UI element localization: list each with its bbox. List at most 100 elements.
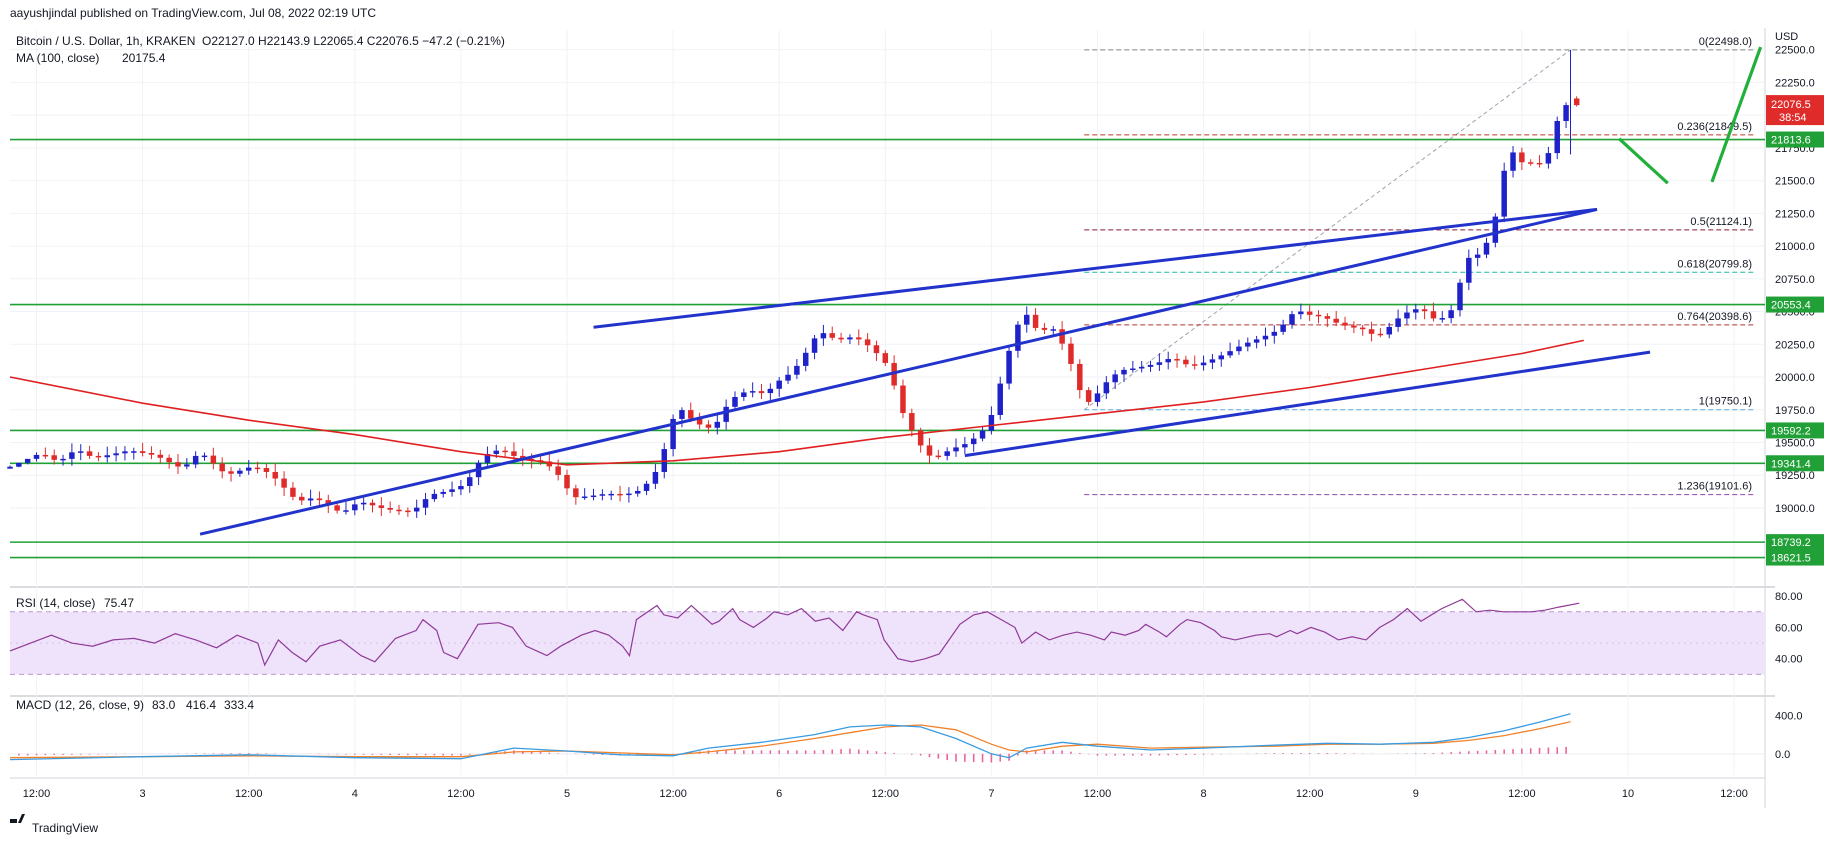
- candle: [219, 457, 225, 479]
- candle-body: [325, 500, 332, 506]
- candle-body: [493, 450, 500, 454]
- candle: [776, 376, 782, 397]
- candle: [148, 446, 155, 460]
- candle-body: [272, 471, 278, 479]
- candle: [970, 433, 977, 452]
- candle-body: [988, 415, 995, 431]
- candle-body: [378, 505, 385, 508]
- candle-body: [1501, 170, 1507, 217]
- candle-body: [148, 452, 155, 455]
- candle: [723, 399, 729, 430]
- candle-body: [1492, 216, 1499, 243]
- candle: [184, 458, 190, 470]
- price-tag-label: 21813.6: [1771, 135, 1811, 147]
- candle-body: [1289, 314, 1295, 325]
- candle: [1094, 385, 1101, 407]
- candle: [520, 448, 526, 467]
- price-tick-label: 19500.0: [1775, 438, 1815, 450]
- candle: [1183, 355, 1189, 368]
- candle: [935, 449, 942, 460]
- candle-body: [1351, 325, 1357, 328]
- candle: [51, 449, 57, 465]
- candle: [1015, 321, 1021, 358]
- time-tick-label: 7: [988, 788, 994, 800]
- candle-body: [1183, 359, 1189, 365]
- candle-body: [166, 457, 172, 463]
- candle-body: [1165, 359, 1171, 363]
- candle-body: [1271, 331, 1278, 336]
- candle-body: [1262, 335, 1269, 340]
- candle-body: [900, 385, 906, 414]
- candle-body: [794, 365, 800, 375]
- candle: [192, 451, 199, 469]
- candle: [1165, 351, 1171, 370]
- candle-body: [1333, 318, 1339, 323]
- candle: [838, 332, 844, 344]
- rsi-tick-label: 80.00: [1775, 591, 1803, 603]
- candle: [1359, 324, 1366, 336]
- rsi-line: [9, 598, 1580, 667]
- candle-body: [864, 339, 871, 346]
- candle-body: [219, 463, 225, 472]
- candle-body: [962, 444, 968, 448]
- price-tick-label: 19000.0: [1775, 503, 1815, 515]
- candle: [166, 454, 172, 469]
- candle-body: [882, 353, 889, 363]
- candle-body: [590, 495, 597, 498]
- candle-body: [422, 499, 429, 508]
- time-tick-label: 12:00: [872, 788, 900, 800]
- tradingview-logo-mark: [10, 814, 25, 823]
- candle-body: [1324, 316, 1331, 319]
- candle-body: [997, 383, 1003, 415]
- candle-body: [1006, 350, 1012, 384]
- candle: [1342, 316, 1348, 331]
- candle: [670, 414, 676, 457]
- candle-body: [1359, 327, 1366, 330]
- candle: [1050, 325, 1057, 336]
- price-tag-label: 20553.4: [1771, 300, 1811, 312]
- candle-body: [51, 455, 57, 460]
- candle-body: [1448, 310, 1454, 319]
- candle: [1527, 159, 1534, 166]
- candle: [1103, 376, 1110, 400]
- candle: [1280, 319, 1286, 335]
- candle: [864, 333, 871, 353]
- price-tick-label: 20750.0: [1775, 274, 1815, 286]
- macd-tick-label: 0.0: [1775, 749, 1790, 761]
- candle-body: [564, 474, 570, 489]
- candle: [643, 480, 650, 496]
- countdown-label: 38:54: [1779, 112, 1807, 124]
- candle-body: [776, 380, 782, 389]
- candle-body: [343, 510, 349, 512]
- candle: [502, 446, 508, 457]
- candle-body: [953, 447, 959, 452]
- candle: [228, 466, 234, 482]
- candle-body: [405, 510, 411, 513]
- candle: [272, 462, 278, 486]
- trend-line: [593, 207, 1598, 329]
- candle-body: [1368, 329, 1375, 334]
- candle: [60, 454, 66, 466]
- fib-level-label: 0(22498.0): [1699, 36, 1752, 48]
- candle: [1262, 327, 1269, 347]
- candle: [1545, 146, 1552, 169]
- candle: [307, 489, 314, 507]
- candle-body: [679, 410, 685, 419]
- candle-body: [617, 493, 623, 496]
- candle-body: [1068, 343, 1074, 364]
- candle: [7, 465, 13, 469]
- price-tag: [1766, 296, 1824, 313]
- candle-body: [767, 388, 774, 394]
- candle: [909, 408, 915, 437]
- price-tick-label: 21500.0: [1775, 176, 1815, 188]
- candle-body: [705, 424, 712, 428]
- candle: [281, 471, 287, 497]
- candle-body: [307, 498, 314, 501]
- candle: [626, 487, 632, 503]
- candle-body: [1121, 369, 1127, 375]
- price-tick-label: 22500.0: [1775, 45, 1815, 57]
- candle-body: [484, 453, 491, 463]
- candle-body: [1130, 368, 1136, 371]
- price-tick-label: 22250.0: [1775, 77, 1815, 89]
